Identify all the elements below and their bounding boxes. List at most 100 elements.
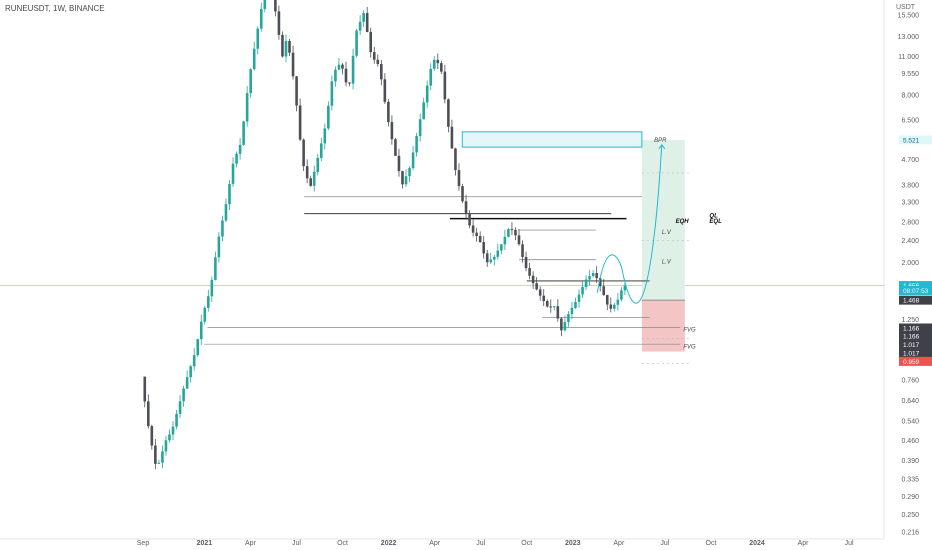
candle-body bbox=[189, 366, 192, 378]
y-tick-label: 6.500 bbox=[901, 118, 919, 125]
candle-body bbox=[482, 242, 485, 254]
price-tag-label: 08:07:53 bbox=[903, 288, 929, 295]
candle-body bbox=[524, 256, 528, 269]
x-tick-label: Jul bbox=[845, 540, 854, 547]
x-tick-label: Sep bbox=[137, 540, 150, 547]
y-tick-label: 0.250 bbox=[901, 512, 919, 519]
candle-body bbox=[538, 289, 542, 296]
candle-body bbox=[168, 434, 171, 441]
candle-body bbox=[256, 28, 260, 49]
x-tick-label: Apr bbox=[245, 540, 257, 547]
candle-body bbox=[531, 275, 535, 284]
x-tick-label: Oct bbox=[521, 540, 532, 547]
price-tag-label: 1.166 bbox=[903, 334, 920, 341]
y-tick-label: 0.640 bbox=[901, 398, 919, 405]
candle-body bbox=[457, 170, 461, 187]
candle-body bbox=[535, 283, 538, 290]
candle-body bbox=[182, 388, 185, 402]
y-tick-label: 0.540 bbox=[901, 419, 919, 426]
candle-body bbox=[602, 286, 606, 296]
candle-body bbox=[334, 69, 337, 82]
candle-body bbox=[309, 178, 312, 186]
y-tick-label: 0.390 bbox=[901, 458, 919, 465]
candle-body bbox=[161, 451, 164, 463]
target-zone bbox=[641, 139, 685, 301]
candle-body bbox=[390, 122, 394, 140]
candle-body bbox=[500, 244, 503, 251]
y-tick-label: 0.760 bbox=[901, 377, 919, 384]
x-tick-label: 2024 bbox=[749, 540, 765, 547]
candle-body bbox=[401, 171, 404, 185]
y-tick-label: 9.550 bbox=[901, 71, 919, 78]
candle-body bbox=[507, 229, 510, 237]
candle-body bbox=[146, 401, 150, 427]
candle-body bbox=[221, 220, 224, 237]
candle-body bbox=[383, 79, 387, 102]
candle-body bbox=[514, 229, 517, 236]
candle-body bbox=[217, 236, 221, 258]
candle-body bbox=[443, 71, 447, 100]
candle-body bbox=[164, 440, 168, 452]
candle-body bbox=[298, 105, 302, 140]
candle-body bbox=[185, 377, 189, 389]
x-tick-label: Jul bbox=[476, 540, 485, 547]
candle-body bbox=[598, 278, 602, 287]
candle-body bbox=[563, 322, 567, 331]
y-tick-label: 2.400 bbox=[901, 238, 919, 245]
projection-path bbox=[596, 144, 663, 304]
x-tick-label: Oct bbox=[337, 540, 348, 547]
candle-body bbox=[295, 76, 298, 106]
candle-body bbox=[171, 426, 175, 435]
candle-body bbox=[432, 59, 436, 69]
x-tick-label: Apr bbox=[613, 540, 625, 547]
candle-body bbox=[175, 413, 178, 427]
candle-body bbox=[203, 307, 207, 322]
annotation-label: QL bbox=[709, 213, 718, 219]
candle-body bbox=[348, 82, 351, 84]
y-tick-label: 18.000 bbox=[898, 0, 920, 1]
candle-body bbox=[210, 279, 214, 297]
price-tag-label: 1.017 bbox=[903, 342, 920, 349]
price-tag-bg bbox=[899, 285, 932, 295]
candle-body bbox=[291, 52, 295, 77]
price-tag-bg bbox=[899, 348, 932, 358]
price-tag-bg bbox=[899, 135, 932, 145]
candle-body bbox=[302, 139, 305, 167]
candle-body bbox=[214, 257, 217, 280]
candle-body bbox=[394, 139, 397, 156]
candle-body bbox=[341, 64, 344, 69]
x-tick-label: Jul bbox=[660, 540, 669, 547]
annotation-label: EQL bbox=[709, 219, 722, 225]
y-tick-label: 15.500 bbox=[898, 12, 920, 19]
candle-body bbox=[595, 272, 598, 279]
candle-body bbox=[207, 296, 210, 308]
price-tag-bg bbox=[899, 331, 932, 341]
candle-body bbox=[358, 21, 362, 31]
y-tick-label: 8.000 bbox=[901, 92, 919, 99]
candle-body bbox=[489, 259, 493, 263]
candle-body bbox=[316, 157, 320, 172]
candle-body bbox=[178, 401, 182, 414]
candle-body bbox=[613, 304, 616, 309]
candle-body bbox=[224, 204, 228, 221]
candle-body bbox=[574, 301, 577, 308]
candle-body bbox=[192, 355, 196, 367]
candle-body bbox=[517, 235, 521, 245]
candle-body bbox=[475, 232, 478, 237]
y-tick-label: 0.216 bbox=[901, 530, 919, 537]
candle-body bbox=[157, 462, 161, 464]
candle-body bbox=[196, 339, 200, 356]
candle-body bbox=[376, 59, 380, 64]
candle-body bbox=[440, 63, 443, 72]
candle-body bbox=[485, 253, 489, 263]
price-tag-bg bbox=[899, 295, 932, 305]
candle-body bbox=[429, 68, 433, 86]
candle-body bbox=[471, 225, 475, 233]
candle-body bbox=[327, 105, 330, 129]
annotation-label: FVG bbox=[683, 328, 696, 334]
candle-body bbox=[581, 287, 584, 295]
candle-body bbox=[620, 290, 623, 300]
candle-body bbox=[549, 306, 553, 308]
stop-zone bbox=[641, 300, 685, 352]
